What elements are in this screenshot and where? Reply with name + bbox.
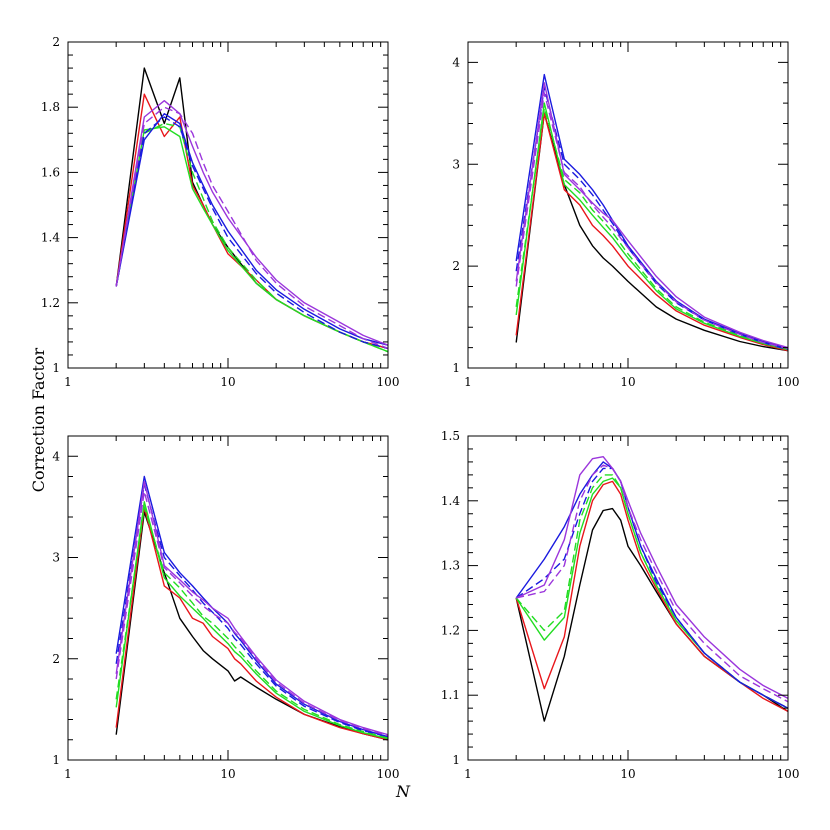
y-tick-label: 1.3 xyxy=(441,559,460,573)
panel-2: 1 10 100 1 2 3 4 xyxy=(452,41,800,389)
series-line-green-solid xyxy=(115,501,389,740)
series-line-blue-dashed xyxy=(115,116,389,350)
x-tick-label: 100 xyxy=(377,767,400,781)
panel-3: 1 10 100 1 2 3 4 xyxy=(52,435,400,781)
series-line-purple-solid xyxy=(115,480,389,736)
series-line-red-solid xyxy=(515,480,789,713)
series-line-black-solid xyxy=(115,67,389,350)
series-line-green-solid xyxy=(515,102,789,351)
x-tick-label: 1 xyxy=(64,375,72,389)
series-line-purple-dashed xyxy=(516,464,789,703)
series-line-blue-solid xyxy=(115,112,389,346)
series-line-purple-dashed xyxy=(515,92,789,350)
y-tick-label: 3 xyxy=(452,157,460,171)
y-tick-label: 1 xyxy=(52,753,60,767)
y-tick-label: 1.6 xyxy=(41,165,60,179)
series-line-blue-dashed xyxy=(515,87,789,351)
y-tick-label: 1 xyxy=(452,753,460,767)
panel-1: 1 10 100 1 1.2 1.4 1.6 1.8 2 xyxy=(41,35,400,389)
y-tick-label: 1.2 xyxy=(441,623,460,637)
panels: 1 10 100 1 1.2 1.4 1.6 1.8 2 1 10 100 1 2 3 4 1 10 100 1 2 3 4… xyxy=(41,35,800,781)
series-line-blue-solid xyxy=(115,475,389,738)
series-line-purple-solid xyxy=(515,82,789,349)
x-tick-label: 1 xyxy=(464,375,472,389)
y-tick-label: 2 xyxy=(52,35,60,49)
x-tick-label: 10 xyxy=(620,375,635,389)
y-tick-label: 2 xyxy=(52,652,60,666)
series-line-black-solid xyxy=(515,112,789,352)
y-tick-label: 1.2 xyxy=(41,296,60,310)
series-line-purple-dashed xyxy=(115,106,389,350)
shared-y-axis-label: Correction Factor xyxy=(29,347,48,492)
plot-frame xyxy=(467,41,789,369)
shared-x-axis-label: N xyxy=(395,782,411,801)
y-tick-label: 4 xyxy=(52,449,60,463)
y-tick-label: 1.1 xyxy=(441,688,460,702)
series-line-green-dashed xyxy=(115,122,389,353)
x-tick-label: 10 xyxy=(620,767,635,781)
y-tick-label: 2 xyxy=(452,259,460,273)
plot-frame xyxy=(67,435,389,761)
series-line-purple-solid xyxy=(515,456,789,700)
plot-frame xyxy=(467,435,789,761)
series-line-green-dashed xyxy=(515,107,789,351)
series-line-purple-dashed xyxy=(115,491,389,737)
x-tick-label: 1 xyxy=(64,767,72,781)
y-tick-label: 1.8 xyxy=(41,100,60,114)
series-line-black-solid xyxy=(115,511,389,741)
x-tick-label: 100 xyxy=(777,375,800,389)
series-line-red-solid xyxy=(115,93,389,350)
plot-frame xyxy=(67,41,389,369)
panel-4: 1 10 100 1 1.1 1.2 1.3 1.4 1.5 xyxy=(441,429,800,781)
series-line-blue-solid xyxy=(515,73,789,350)
y-tick-label: 1.5 xyxy=(441,429,460,443)
series-line-green-dashed xyxy=(515,474,789,709)
series-line-purple-solid xyxy=(115,99,389,346)
y-tick-label: 1.4 xyxy=(441,494,460,508)
y-tick-label: 1.4 xyxy=(41,231,60,245)
series-line-blue-dashed xyxy=(515,467,789,709)
y-tick-label: 1 xyxy=(52,361,60,375)
series-line-blue-dashed xyxy=(115,483,389,738)
x-tick-label: 100 xyxy=(377,375,400,389)
y-tick-label: 3 xyxy=(52,551,60,565)
y-tick-label: 4 xyxy=(452,55,460,69)
x-tick-label: 10 xyxy=(220,767,235,781)
x-tick-label: 100 xyxy=(777,767,800,781)
x-tick-label: 1 xyxy=(464,767,472,781)
series-line-red-solid xyxy=(515,112,789,352)
series-line-green-dashed xyxy=(115,506,389,739)
series-line-green-solid xyxy=(115,126,389,353)
x-tick-label: 10 xyxy=(220,375,235,389)
series-line-red-solid xyxy=(115,506,389,741)
series-line-black-solid xyxy=(515,507,789,722)
y-tick-label: 1 xyxy=(452,361,460,375)
